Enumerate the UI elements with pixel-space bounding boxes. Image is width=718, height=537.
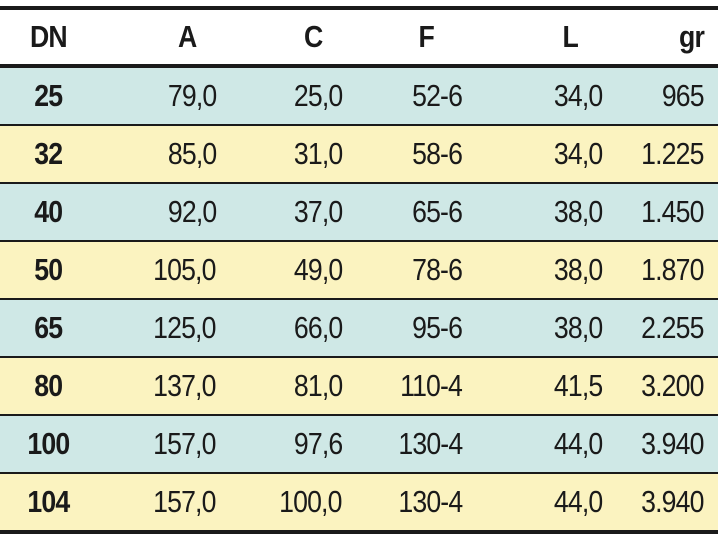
header-dn: DN [0, 8, 96, 68]
cell-c: 49,0 [230, 241, 364, 300]
header-row: DN A C F L gr [0, 8, 718, 68]
cell-a: 125,0 [96, 299, 230, 358]
cell-a: 85,0 [96, 125, 230, 184]
cell-f: 58-6 [364, 125, 494, 184]
cell-dn: 40 [0, 183, 96, 242]
cell-l: 38,0 [494, 241, 624, 300]
cell-dn: 32 [0, 125, 96, 184]
cell-gr: 3.200 [624, 357, 718, 416]
cell-a: 92,0 [96, 183, 230, 242]
cell-dn: 25 [0, 66, 96, 126]
cell-a: 79,0 [96, 66, 230, 126]
cell-dn: 80 [0, 357, 96, 416]
cell-l: 41,5 [494, 357, 624, 416]
table-row: 32 85,0 31,0 58-6 34,0 1.225 [0, 125, 718, 184]
cell-f: 110-4 [364, 357, 494, 416]
cell-f: 65-6 [364, 183, 494, 242]
cell-dn: 104 [0, 473, 96, 532]
header-gr: gr [624, 8, 718, 68]
cell-c: 31,0 [230, 125, 364, 184]
cell-dn: 50 [0, 241, 96, 300]
table-row: 40 92,0 37,0 65-6 38,0 1.450 [0, 183, 718, 242]
cell-f: 130-4 [364, 473, 494, 532]
cell-a: 105,0 [96, 241, 230, 300]
cell-gr: 2.255 [624, 299, 718, 358]
header-f: F [364, 8, 494, 68]
cell-l: 34,0 [494, 66, 624, 126]
cell-gr: 1.870 [624, 241, 718, 300]
header-l: L [494, 8, 624, 68]
table-row: 65 125,0 66,0 95-6 38,0 2.255 [0, 299, 718, 358]
cell-dn: 65 [0, 299, 96, 358]
header-a: A [96, 8, 230, 68]
cell-gr: 3.940 [624, 415, 718, 474]
table-body: 25 79,0 25,0 52-6 34,0 965 32 85,0 31,0 … [0, 66, 718, 532]
cell-gr: 1.450 [624, 183, 718, 242]
table-row: 100 157,0 97,6 130-4 44,0 3.940 [0, 415, 718, 474]
table-row: 25 79,0 25,0 52-6 34,0 965 [0, 66, 718, 126]
cell-dn: 100 [0, 415, 96, 474]
header-c: C [230, 8, 364, 68]
cell-l: 38,0 [494, 183, 624, 242]
cell-c: 37,0 [230, 183, 364, 242]
cell-a: 157,0 [96, 473, 230, 532]
cell-l: 44,0 [494, 415, 624, 474]
cell-gr: 3.940 [624, 473, 718, 532]
cell-c: 97,6 [230, 415, 364, 474]
cell-l: 38,0 [494, 299, 624, 358]
cell-f: 130-4 [364, 415, 494, 474]
cell-f: 78-6 [364, 241, 494, 300]
cell-c: 100,0 [230, 473, 364, 532]
cell-gr: 1.225 [624, 125, 718, 184]
cell-gr: 965 [624, 66, 718, 126]
cell-f: 52-6 [364, 66, 494, 126]
cell-a: 157,0 [96, 415, 230, 474]
cell-l: 44,0 [494, 473, 624, 532]
table-header: DN A C F L gr [0, 8, 718, 68]
cell-c: 66,0 [230, 299, 364, 358]
table-row: 104 157,0 100,0 130-4 44,0 3.940 [0, 473, 718, 532]
cell-c: 81,0 [230, 357, 364, 416]
table-row: 50 105,0 49,0 78-6 38,0 1.870 [0, 241, 718, 300]
cell-a: 137,0 [96, 357, 230, 416]
table-row: 80 137,0 81,0 110-4 41,5 3.200 [0, 357, 718, 416]
dimensions-table: DN A C F L gr 25 79,0 25,0 52-6 34,0 965… [0, 6, 718, 534]
cell-c: 25,0 [230, 66, 364, 126]
cell-f: 95-6 [364, 299, 494, 358]
cell-l: 34,0 [494, 125, 624, 184]
